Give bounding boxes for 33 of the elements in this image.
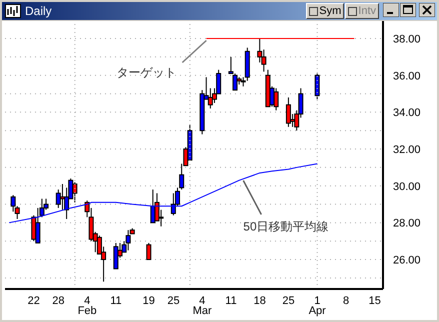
candlestick (126, 230, 131, 251)
text: Intv (345, 3, 379, 19)
y-tick-label: 34.00 (393, 107, 421, 120)
candlestick (274, 88, 279, 111)
y-tick-label: 30.00 (393, 180, 421, 193)
x-tick-label: 19 (142, 295, 155, 307)
y-tick-label: 32.00 (393, 144, 421, 156)
candlestick (286, 96, 291, 128)
x-tick-label: 25 (282, 295, 295, 307)
candlestick (113, 242, 118, 270)
x-tick-label: 28 (52, 295, 65, 307)
text: Sym (306, 3, 344, 19)
x-tick-label: 22 (28, 295, 40, 307)
x-tick-label: 25 (167, 295, 180, 307)
candlestick (72, 182, 78, 203)
y-tick-label: 38.00 (393, 34, 421, 46)
chart-title: Daily (25, 4, 52, 18)
candlestick (232, 72, 238, 91)
annotation: 50日移動平均線 (243, 219, 329, 234)
y-tick-label: 28.00 (393, 218, 421, 230)
x-tick-label: 11 (110, 295, 122, 307)
y-tick-label: 36.00 (393, 70, 421, 82)
x-tick-label: 8 (342, 295, 350, 307)
y-tick-label: 26.00 (393, 254, 421, 267)
x-tick-label: 18 (254, 295, 266, 307)
x-tick-label: 1 Apr (308, 295, 326, 317)
x-tick-label: 4 Feb (78, 295, 97, 317)
annotation: ターゲット (116, 66, 176, 80)
x-tick-label: 15 (368, 295, 381, 307)
candlestick (208, 88, 213, 109)
x-tick-label: 11 (225, 295, 237, 307)
candlestick (39, 198, 44, 218)
x-tick-label: 4 Mar (192, 295, 212, 317)
